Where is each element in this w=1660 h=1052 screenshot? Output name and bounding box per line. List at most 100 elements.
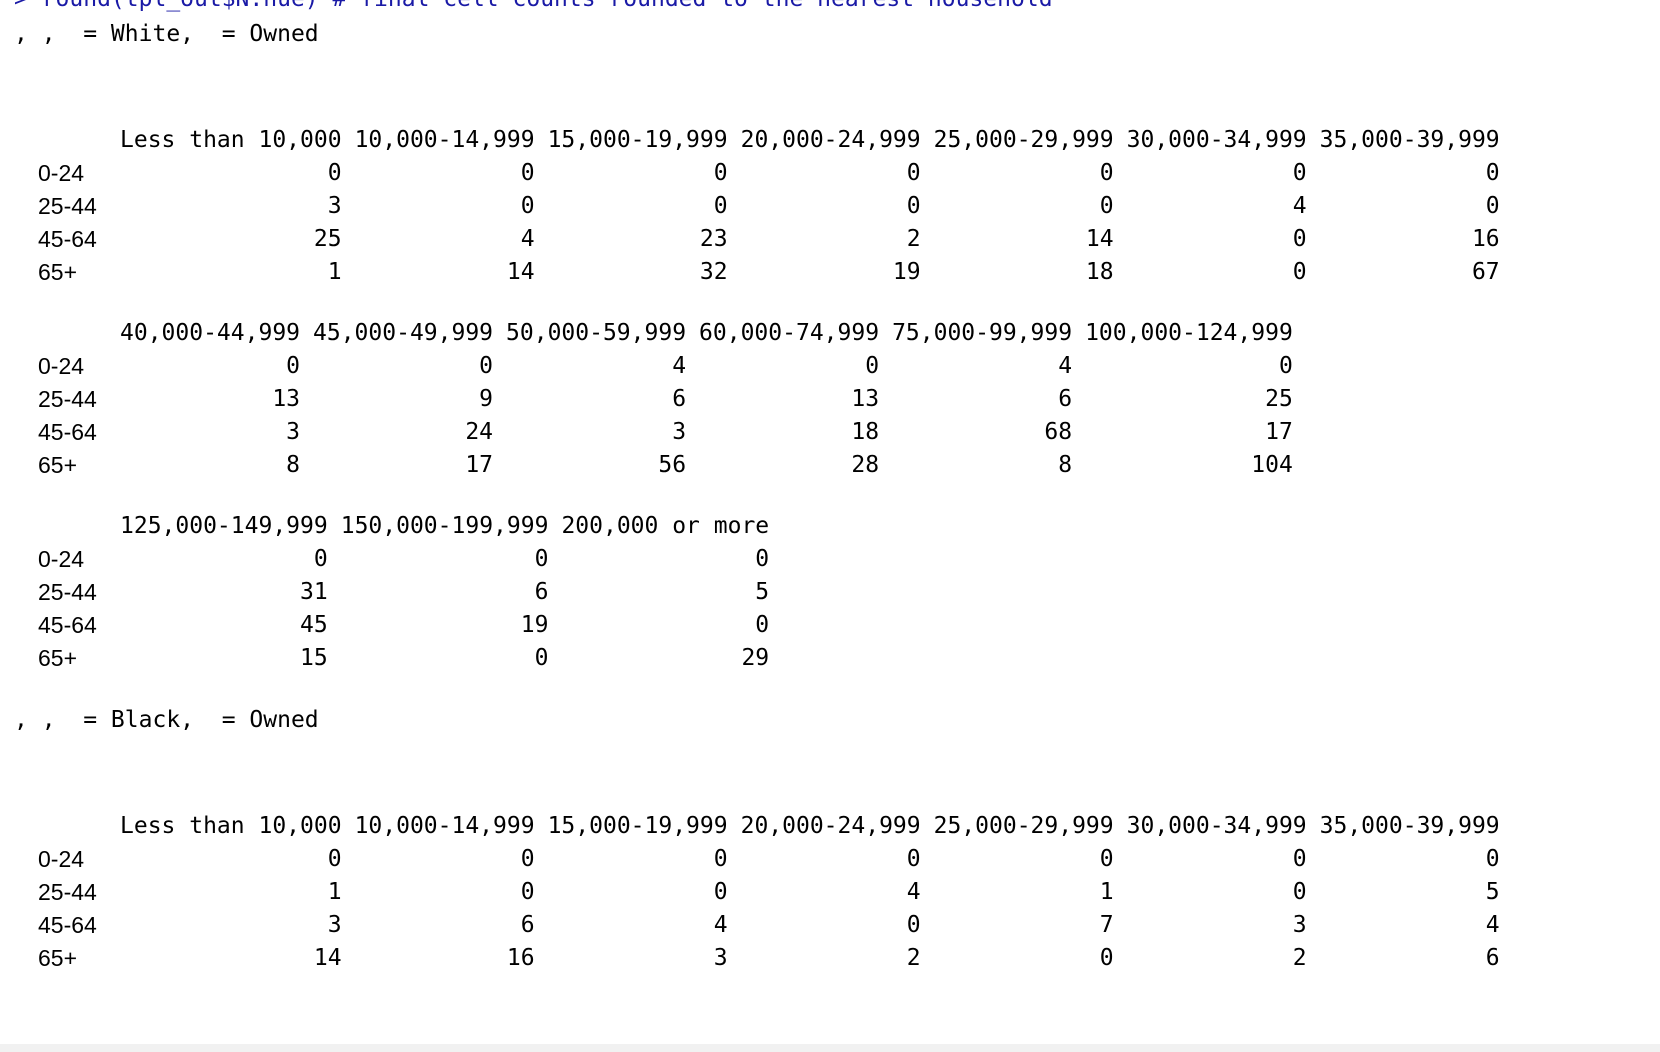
table-corner [38, 317, 120, 350]
column-header: Less than 10,000 [120, 127, 342, 153]
cell-value: 5 [755, 579, 770, 605]
cell-value: 13 [272, 386, 301, 412]
cell-value: 0 [520, 160, 535, 186]
count-table-block: Less than 10,000 10,000-14,999 15,000-19,9… [38, 124, 1500, 289]
column-header: 30,000-34,999 [1126, 127, 1307, 153]
blank-line [14, 289, 1644, 317]
column-header: 40,000-44,999 [120, 320, 301, 346]
cell-value: 0 [906, 160, 921, 186]
cell-value: 0 [906, 912, 921, 938]
cell-value: 24 [465, 419, 494, 445]
cell-value: 0 [1485, 846, 1500, 872]
cell-value: 0 [1485, 160, 1500, 186]
horizontal-scrollbar-track[interactable] [0, 1044, 1660, 1052]
cell-value: 14 [506, 259, 535, 285]
row-label: 45-64 [38, 912, 97, 938]
cell-value: 0 [713, 879, 728, 905]
table-row: 45-64 3 6 4 0 7 3 4 [38, 909, 1500, 942]
row-label: 65+ [38, 945, 78, 971]
table-row: 45-64 45 19 0 [38, 609, 769, 642]
cell-value: 14 [1085, 226, 1114, 252]
column-header: 30,000-34,999 [1126, 813, 1307, 839]
column-header: 100,000-124,999 [1085, 320, 1293, 346]
cell-value: 15 [300, 645, 328, 671]
row-label: 25-44 [38, 386, 97, 412]
blank-lines [14, 738, 1644, 810]
row-label: 45-64 [38, 419, 97, 445]
cell-value: 4 [520, 226, 535, 252]
table-row: 25-44 3 0 0 0 0 4 0 [38, 190, 1500, 223]
cell-value: 0 [479, 353, 494, 379]
column-header: 125,000-149,999 [120, 513, 328, 539]
column-header: 25,000-29,999 [933, 813, 1114, 839]
cell-value: 3 [672, 419, 687, 445]
cell-value: 0 [1292, 160, 1307, 186]
cell-value: 4 [1485, 912, 1500, 938]
table-row: 65+ 14 16 3 2 0 2 6 [38, 942, 1500, 975]
table-row: 65+ 8 17 56 28 8 104 [38, 449, 1293, 482]
r-console-output: > round(tpl_out$N.hue) # final cell coun… [14, 0, 1644, 975]
cell-value: 0 [327, 846, 342, 872]
row-label: 0-24 [38, 546, 85, 572]
cell-value: 0 [1292, 259, 1307, 285]
column-header: Less than 10,000 [120, 813, 342, 839]
cell-value: 45 [300, 612, 328, 638]
cell-value: 2 [1292, 945, 1307, 971]
cell-value: 0 [713, 846, 728, 872]
cell-value: 18 [851, 419, 880, 445]
cell-value: 4 [1058, 353, 1073, 379]
row-label: 0-24 [38, 353, 85, 379]
cell-value: 3 [327, 912, 342, 938]
cell-value: 0 [534, 645, 549, 671]
cell-value: 0 [1292, 846, 1307, 872]
cell-value: 17 [1265, 419, 1293, 445]
cell-value: 6 [1058, 386, 1073, 412]
column-header: 25,000-29,999 [933, 127, 1114, 153]
cell-value: 4 [672, 353, 687, 379]
cell-value: 6 [672, 386, 687, 412]
row-label: 65+ [38, 452, 78, 478]
cell-value: 0 [1485, 193, 1500, 219]
column-header: 200,000 or more [561, 513, 770, 539]
cell-value: 32 [699, 259, 728, 285]
column-header: 15,000-19,999 [547, 813, 728, 839]
cell-value: 0 [1278, 353, 1293, 379]
slice-header: , , = White, = Owned [14, 21, 319, 47]
cell-value: 56 [658, 452, 687, 478]
column-header: 15,000-19,999 [547, 127, 728, 153]
table-corner [38, 510, 120, 543]
cell-value: 6 [534, 579, 549, 605]
row-label: 0-24 [38, 846, 85, 872]
cell-value: 0 [1099, 846, 1114, 872]
cell-value: 68 [1044, 419, 1073, 445]
row-label: 65+ [38, 259, 78, 285]
cell-value: 23 [699, 226, 728, 252]
cell-value: 0 [1292, 226, 1307, 252]
count-table-block: 125,000-149,999 150,000-199,999 200,000 or… [38, 510, 769, 675]
cell-value: 8 [1058, 452, 1073, 478]
cell-value: 8 [286, 452, 301, 478]
table-row: 65+ 15 0 29 [38, 642, 769, 675]
cell-value: 0 [755, 546, 770, 572]
cell-value: 7 [1099, 912, 1114, 938]
cell-value: 31 [300, 579, 328, 605]
console-slices: , , = White, = Owned Less than 10,000 10,0… [14, 17, 1644, 975]
column-header: 150,000-199,999 [340, 513, 549, 539]
table-row: 45-64 25 4 23 2 14 0 16 [38, 223, 1500, 256]
cell-value: 25 [1265, 386, 1293, 412]
column-header-row: 40,000-44,999 45,000-49,999 50,000-59,999 6… [38, 317, 1293, 350]
cell-value: 1 [327, 879, 342, 905]
cell-value: 3 [1292, 912, 1307, 938]
cell-value: 0 [534, 546, 549, 572]
blank-lines [14, 52, 1644, 124]
cell-value: 0 [713, 193, 728, 219]
cell-value: 28 [851, 452, 880, 478]
cell-value: 29 [741, 645, 770, 671]
table-row: 25-44 1 0 0 4 1 0 5 [38, 876, 1500, 909]
cell-value: 16 [506, 945, 535, 971]
cell-value: 0 [1099, 193, 1114, 219]
cell-value: 1 [327, 259, 342, 285]
cell-value: 0 [906, 846, 921, 872]
cell-value: 67 [1471, 259, 1500, 285]
table-row: 65+ 1 14 32 19 18 0 67 [38, 256, 1500, 289]
